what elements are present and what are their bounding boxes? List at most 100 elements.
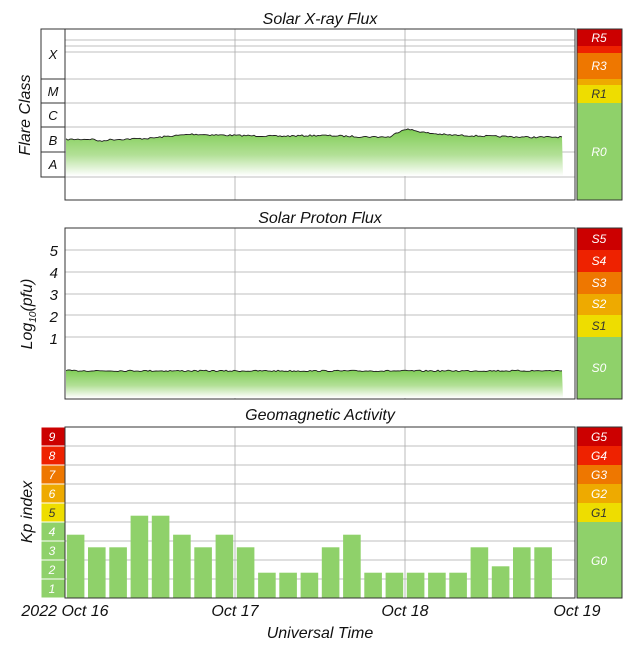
s1-band — [577, 315, 622, 337]
kp-bar — [215, 534, 234, 598]
kp-bar — [449, 572, 467, 598]
kp-bar — [428, 572, 446, 598]
geomag-title: Geomagnetic Activity — [245, 407, 396, 424]
xray-flux-line — [65, 128, 563, 142]
r1-band — [577, 85, 622, 103]
g1-band — [577, 503, 622, 522]
xray-radio-scale: R5 R3 R1 R0 — [576, 28, 623, 201]
geomag-storm-scale: G5 G4 G3 G2 G1 G0 — [576, 426, 623, 599]
r4-band — [577, 46, 622, 53]
proton-ytick-1: 1 — [50, 331, 58, 348]
g4-label: G4 — [591, 449, 607, 463]
proton-ylabel: Log10(pfu) — [19, 279, 39, 350]
s5-label: S5 — [592, 232, 607, 246]
s1-label: S1 — [592, 319, 607, 333]
r5-label: R5 — [591, 31, 607, 45]
flare-class-b: B — [49, 133, 58, 148]
kp-bar — [470, 547, 489, 598]
xtick-oct18: Oct 18 — [381, 603, 428, 620]
kp-bar — [88, 547, 106, 598]
r5-band — [577, 29, 622, 46]
s3-label: S3 — [592, 276, 607, 290]
proton-flux-area — [66, 370, 563, 398]
s4-band — [577, 250, 622, 272]
geomag-plot-area — [64, 426, 576, 599]
time-axis: 2022 Oct 16 Oct 17 Oct 18 Oct 19 Univers… — [20, 603, 600, 642]
xray-gridlines — [65, 29, 575, 200]
kp-level-legend: 1 2 3 4 5 6 7 8 9 — [40, 426, 66, 599]
proton-flux-line — [65, 369, 563, 373]
geomag-panel: Geomagnetic Activity Kp index 1 2 3 4 5 6 7 8 9 — [19, 407, 623, 642]
g1-label: G1 — [591, 506, 607, 520]
r1-label: R1 — [591, 87, 606, 101]
g0-band — [577, 522, 622, 598]
xtick-oct17: Oct 17 — [211, 603, 259, 620]
s4-label: S4 — [592, 254, 607, 268]
proton-ytick-4: 4 — [50, 265, 58, 282]
kp-level-2-label: 2 — [48, 563, 56, 577]
kp-bar — [151, 515, 170, 598]
s2-band — [577, 294, 622, 315]
g3-band — [577, 465, 622, 484]
r2-band — [577, 79, 622, 85]
flare-class-m: M — [48, 84, 59, 99]
g5-label: G5 — [591, 430, 607, 444]
g3-label: G3 — [591, 468, 607, 482]
kp-bar — [491, 566, 510, 598]
kp-bar — [406, 572, 425, 598]
kp-bar — [258, 572, 276, 598]
kp-bar — [236, 547, 255, 598]
proton-ytick-3: 3 — [50, 287, 59, 304]
kp-level-4-label: 4 — [49, 525, 56, 539]
xray-ylabel: Flare Class — [17, 75, 34, 156]
kp-bar — [343, 534, 361, 598]
kp-bar — [194, 547, 212, 598]
kp-bar — [66, 534, 85, 598]
r0-band — [577, 103, 622, 200]
kp-bar — [385, 572, 404, 598]
kp-level-8-label: 8 — [49, 449, 56, 463]
kp-level-1-label: 1 — [49, 582, 56, 596]
r3-band — [577, 53, 622, 79]
proton-yticks: 1 2 3 4 5 — [49, 243, 59, 348]
kp-bar — [300, 572, 319, 598]
proton-ytick-2: 2 — [49, 309, 59, 326]
kp-bar — [130, 515, 149, 598]
kp-bar — [279, 572, 297, 598]
proton-gridlines — [65, 228, 575, 399]
flare-class-legend: X M C B A — [40, 28, 67, 178]
s3-band — [577, 272, 622, 294]
g5-band — [577, 427, 622, 446]
kp-bar — [364, 572, 382, 598]
kp-bar — [513, 547, 531, 598]
kp-level-5-label: 5 — [49, 506, 56, 520]
g2-label: G2 — [591, 487, 607, 501]
g0-label: G0 — [591, 554, 607, 568]
xaxis-label: Universal Time — [267, 625, 374, 642]
g2-band — [577, 484, 622, 503]
flare-class-a: A — [48, 157, 58, 172]
kp-level-6-label: 6 — [49, 487, 56, 501]
kp-bar — [173, 534, 191, 598]
xtick-oct19: Oct 19 — [553, 603, 600, 620]
proton-title: Solar Proton Flux — [258, 210, 383, 227]
geomag-ylabel: Kp index — [19, 480, 36, 543]
xray-plot-area — [64, 28, 576, 201]
s0-label: S0 — [592, 361, 607, 375]
kp-bars-layer — [66, 515, 552, 598]
proton-plot-area — [64, 227, 576, 400]
kp-level-9-label: 9 — [49, 430, 56, 444]
s0-band — [577, 337, 622, 399]
xray-panel: Solar X-ray Flux Flare Class X M C B A — [17, 11, 623, 201]
proton-panel: Solar Proton Flux Log10(pfu) 1 2 3 4 5 — [19, 210, 623, 400]
flare-class-x: X — [48, 47, 59, 62]
xtick-oct16: 2022 Oct 16 — [20, 603, 108, 620]
flare-class-c: C — [48, 108, 58, 123]
xray-title: Solar X-ray Flux — [263, 11, 379, 28]
g4-band — [577, 446, 622, 465]
proton-series-layer — [65, 369, 563, 398]
proton-ytick-5: 5 — [50, 243, 59, 260]
s5-band — [577, 228, 622, 250]
kp-bar — [321, 547, 340, 598]
